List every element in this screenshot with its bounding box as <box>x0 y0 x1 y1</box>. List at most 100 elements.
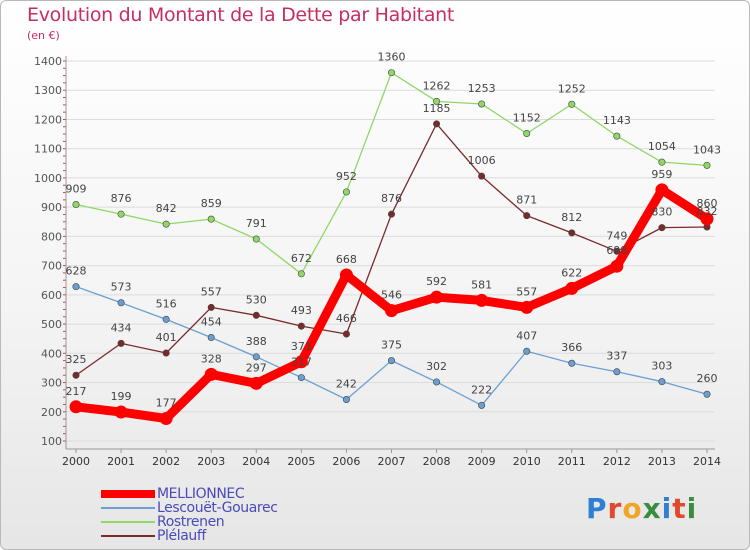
data-label-rostrenen-2012: 1143 <box>603 114 631 127</box>
legend-label-rostrenen: Rostrenen <box>157 514 225 530</box>
x-tick-label-2013: 2013 <box>648 455 676 468</box>
data-label-rostrenen-2002: 842 <box>156 202 177 215</box>
data-point-mellionnec-2005 <box>294 355 308 369</box>
data-point-pl-lauff-2009 <box>478 172 486 180</box>
data-point-rostrenen-2000 <box>72 201 80 209</box>
data-point-mellionnec-2012 <box>610 259 624 273</box>
data-label-lescou-t-gouarec-2013: 303 <box>651 360 672 373</box>
data-label-rostrenen-2003: 859 <box>201 197 222 210</box>
x-tick-label-2011: 2011 <box>558 455 586 468</box>
data-label-lescou-t-gouarec-2000: 628 <box>66 265 87 278</box>
x-tick-label-2003: 2003 <box>197 455 225 468</box>
data-label-mellionnec-2000: 217 <box>66 385 87 398</box>
data-point-pl-lauff-2002 <box>162 349 170 357</box>
data-label-rostrenen-2000: 909 <box>66 183 87 196</box>
data-point-mellionnec-2003 <box>204 367 218 381</box>
data-label-pl-lauff-2001: 434 <box>111 321 132 334</box>
data-label-rostrenen-2014: 1043 <box>693 143 721 156</box>
data-label-rostrenen-2010: 1152 <box>513 111 541 124</box>
data-label-rostrenen-2001: 876 <box>111 192 132 205</box>
data-point-pl-lauff-2011 <box>568 229 576 237</box>
data-label-mellionnec-2014: 860 <box>697 197 718 210</box>
data-point-rostrenen-2001 <box>117 210 125 218</box>
data-label-mellionnec-2006: 668 <box>336 253 357 266</box>
data-label-rostrenen-2011: 1252 <box>558 82 586 95</box>
data-label-lescou-t-gouarec-2002: 516 <box>156 297 177 310</box>
data-point-mellionnec-2010 <box>520 300 534 314</box>
data-label-pl-lauff-2008: 1185 <box>423 102 451 115</box>
data-label-mellionnec-2002: 177 <box>156 396 177 409</box>
y-tick-label-200: 200 <box>41 406 62 419</box>
data-point-rostrenen-2009 <box>478 100 486 108</box>
data-label-pl-lauff-2005: 493 <box>291 304 312 317</box>
y-tick-label-600: 600 <box>41 289 62 302</box>
legend-label-pl-lauff: Plélauff <box>157 528 206 544</box>
data-point-mellionnec-2011 <box>565 281 579 295</box>
y-tick-label-1000: 1000 <box>34 172 62 185</box>
data-label-mellionnec-2010: 557 <box>516 285 537 298</box>
data-label-lescou-t-gouarec-2012: 337 <box>606 350 627 363</box>
x-tick-label-2007: 2007 <box>378 455 406 468</box>
data-point-rostrenen-2005 <box>297 270 305 278</box>
data-point-rostrenen-2011 <box>568 100 576 108</box>
data-label-lescou-t-gouarec-2005: 317 <box>291 356 312 369</box>
y-tick-label-300: 300 <box>41 377 62 390</box>
data-point-mellionnec-2002 <box>159 411 173 425</box>
data-label-pl-lauff-2002: 401 <box>156 331 177 344</box>
legend-swatch-lescou-t-gouarec <box>101 507 155 509</box>
data-label-lescou-t-gouarec-2014: 260 <box>697 372 718 385</box>
data-label-pl-lauff-2000: 325 <box>66 353 87 366</box>
y-tick-label-1100: 1100 <box>34 143 62 156</box>
data-label-pl-lauff-2009: 1006 <box>468 154 496 167</box>
data-point-pl-lauff-2012 <box>613 247 621 255</box>
data-label-rostrenen-2005: 672 <box>291 252 312 265</box>
x-tick-label-2000: 2000 <box>62 455 90 468</box>
data-label-lescou-t-gouarec-2008: 302 <box>426 360 447 373</box>
x-tick-label-2006: 2006 <box>332 455 360 468</box>
data-point-pl-lauff-2000 <box>72 371 80 379</box>
data-label-pl-lauff-2004: 530 <box>246 293 267 306</box>
data-point-lescou-t-gouarec-2009 <box>478 401 486 409</box>
y-tick-label-500: 500 <box>41 318 62 331</box>
data-point-lescou-t-gouarec-2011 <box>568 359 576 367</box>
legend-label-lescou-t-gouarec: Lescouët-Gouarec <box>157 500 278 516</box>
data-label-rostrenen-2013: 1054 <box>648 140 676 153</box>
data-point-mellionnec-2007 <box>385 304 398 318</box>
data-point-rostrenen-2007 <box>387 69 395 77</box>
legend-swatch-pl-lauff <box>101 535 155 537</box>
data-label-pl-lauff-2013: 830 <box>651 206 672 219</box>
data-point-rostrenen-2010 <box>523 129 531 137</box>
y-tick-label-1300: 1300 <box>34 84 62 97</box>
legend-swatch-mellionnec <box>101 490 155 498</box>
logo-letter: t <box>672 492 687 525</box>
data-label-lescou-t-gouarec-2003: 454 <box>201 316 222 329</box>
data-label-rostrenen-2007: 1360 <box>378 51 406 64</box>
data-point-lescou-t-gouarec-2005 <box>297 374 305 382</box>
data-label-pl-lauff-2010: 871 <box>516 194 537 207</box>
data-label-lescou-t-gouarec-2001: 573 <box>111 281 132 294</box>
data-point-pl-lauff-2006 <box>342 330 350 338</box>
data-point-pl-lauff-2004 <box>252 311 260 319</box>
data-label-mellionnec-2011: 622 <box>561 266 582 279</box>
data-point-lescou-t-gouarec-2007 <box>387 357 395 365</box>
data-point-mellionnec-2001 <box>114 405 128 419</box>
x-tick-label-2002: 2002 <box>152 455 180 468</box>
legend-label-mellionnec: MELLIONNEC <box>157 486 245 502</box>
data-point-pl-lauff-2007 <box>387 210 395 218</box>
x-tick-label-2012: 2012 <box>603 455 631 468</box>
logo-letter: o <box>622 492 643 525</box>
data-point-lescou-t-gouarec-2012 <box>613 368 621 376</box>
chart-title: Evolution du Montant de la Dette par Hab… <box>27 4 455 26</box>
proxiti-logo: Proxiti <box>586 492 697 525</box>
data-point-mellionnec-2004 <box>249 376 263 390</box>
data-label-lescou-t-gouarec-2010: 407 <box>516 329 537 342</box>
data-label-mellionnec-2001: 199 <box>111 390 132 403</box>
data-point-lescou-t-gouarec-2010 <box>523 347 531 355</box>
data-label-mellionnec-2004: 297 <box>246 361 267 374</box>
data-label-pl-lauff-2012: 749 <box>606 229 627 242</box>
data-point-lescou-t-gouarec-2002 <box>162 315 170 323</box>
data-label-mellionnec-2009: 581 <box>471 278 492 291</box>
y-tick-label-400: 400 <box>41 347 62 360</box>
logo-letter: i <box>686 492 698 525</box>
